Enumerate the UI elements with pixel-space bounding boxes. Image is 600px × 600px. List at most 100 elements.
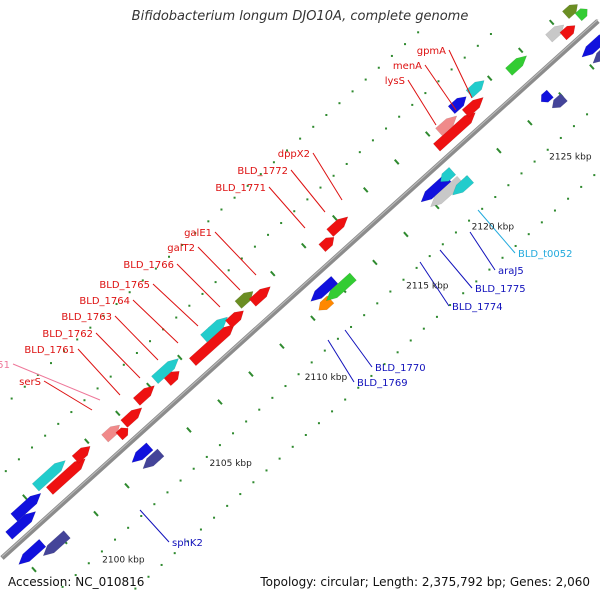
forward-gene-16-shape [318,237,335,253]
tick-dot [357,386,360,389]
leader-BLD_t0052 [477,209,516,254]
leader-BLD_1772 [290,169,326,213]
reverse-gene-12-shape [551,93,568,109]
tick-dot [385,127,388,130]
forward-gene-17 [326,216,349,237]
leader-araJ5 [469,231,496,271]
tick-dot [227,269,230,272]
tick-dot [194,232,197,235]
forward-gene-2 [31,460,66,492]
scale-label: 2115 kbp [406,282,449,292]
gene-label: galT2 [167,243,195,254]
forward-gene-9 [151,358,180,385]
backbone-highlight [1,19,599,557]
reverse-gene-0-shape [18,538,47,565]
tick-dot [233,196,236,199]
forward-gene-1-shape [10,492,42,522]
tick-dot [546,148,549,151]
forward-gene-10 [163,371,180,387]
tick-dot [325,114,328,117]
tick-mark [527,119,533,126]
tick-dot [586,113,589,116]
reverse-gene-8 [430,175,465,208]
forward-gene-8 [132,385,155,406]
forward-gene-25-shape [559,25,576,41]
gene-label: BLD_1762 [42,329,93,340]
forward-gene-4-shape [71,445,91,464]
tick-dot [76,338,79,341]
tick-mark [124,482,130,489]
tick-dot [299,137,302,140]
tick-dot [10,397,13,400]
tick-dot [89,326,92,329]
tick-dot [390,54,393,57]
tick-dot [345,162,348,165]
reverse-gene-0 [18,538,47,565]
tick-mark [84,438,90,445]
tick-mark [186,427,192,433]
tick-dot [57,422,60,425]
tick-dot [265,469,268,472]
tick-dot [100,550,103,553]
tick-dot [312,125,315,128]
tick-dot [331,410,334,413]
tick-dot [239,493,242,496]
forward-gene-24-shape [545,24,565,43]
tick-marks [4,19,596,590]
tick-dot [572,125,575,128]
tick-mark [496,147,502,154]
tick-mark [270,270,276,277]
tick-dot [364,78,367,81]
tick-dot [350,325,353,328]
tick-dot [284,385,287,388]
tick-dot [109,375,112,378]
tick-dot [245,420,248,423]
tick-dot [351,90,354,93]
tick-dot [489,33,492,36]
tick-dot [363,314,366,317]
tick-mark [424,131,431,137]
label-leaders [12,49,516,543]
leader-sphK2 [139,509,170,543]
reverse-gene-3-shape [142,448,165,470]
tick-dot [481,207,484,210]
tick-dot [377,66,380,69]
gene-label: dppX2 [278,149,310,160]
forward-gene-5-shape [101,424,121,443]
gene-label: BLD_1771 [215,183,266,194]
tick-dot [593,174,596,177]
tick-mark [301,242,307,249]
forward-gene-15-shape [248,286,271,307]
reverse-gene-9 [440,166,457,183]
forward-gene-23-shape [505,55,528,76]
forward-gene-13 [224,310,244,329]
tick-mark [403,231,409,238]
tick-dot [147,575,150,578]
gene-label: BLD_t0051 [0,360,10,371]
tick-dot [226,504,229,507]
tick-dot [520,172,523,175]
forward-gene-27-shape [574,8,588,22]
scale-label: 2105 kbp [209,459,252,469]
forward-gene-19-shape [435,115,458,137]
gene-label: BLD_1764 [79,296,130,307]
tick-dot [166,491,169,494]
forward-gene-1 [10,492,42,522]
tick-dot [383,363,386,366]
tick-dot [199,528,202,531]
gene-label: menA [393,61,422,72]
forward-gene-26-shape [561,4,578,20]
reverse-gene-1-shape [42,530,71,557]
tick-dot [31,446,34,449]
leader-BLD_1770 [344,329,373,368]
tick-dot [475,280,478,283]
tick-dot [344,398,347,401]
gene-label: BLD_t0052 [518,249,573,260]
reverse-gene-3 [142,448,165,470]
gene-label: BLD_1774 [452,302,503,313]
gene-label: BLD_1766 [123,260,174,271]
tick-dot [23,385,26,388]
tick-dot [214,281,217,284]
tick-dot [213,516,216,519]
gene-label: BLD_1761 [24,345,75,356]
